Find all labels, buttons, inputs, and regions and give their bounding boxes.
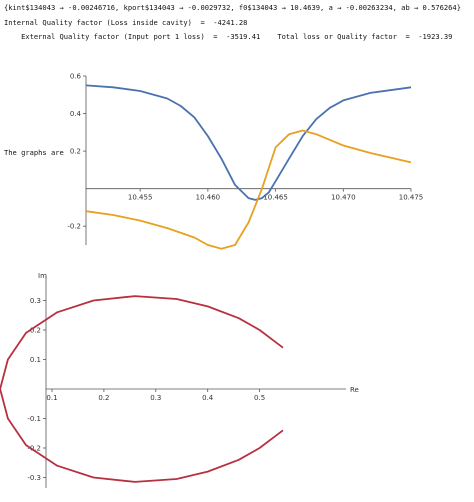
output-external-q-line: External Quality factor (Input port 1 lo…: [4, 32, 453, 41]
x-tick-label: 0.3: [150, 394, 161, 402]
x-tick-label: 0.1: [46, 394, 57, 402]
y-tick-label: -0.2: [67, 223, 81, 231]
reflection-parts-plot: 10.455 10.460 10.465 10.470 10.475 -0.2 0.2 0.4…: [67, 73, 424, 250]
imag-part-series: [85, 129, 412, 250]
y-tick-label: 0.3: [30, 297, 41, 305]
x-tick-label: 10.455: [128, 194, 153, 202]
x-tick-label: 0.2: [98, 394, 109, 402]
x-tick-label: 0.5: [254, 394, 265, 402]
y-axis-label: Im: [38, 272, 47, 280]
y-tick-label: -0.1: [27, 415, 41, 423]
output-internal-q-line: Internal Quality factor (Loss inside cav…: [4, 18, 248, 27]
graphs-label: The graphs are: [4, 148, 64, 157]
y-tick-label: -0.3: [27, 474, 41, 482]
x-axis-label: Re: [350, 386, 359, 394]
x-tick-label: 0.4: [202, 394, 214, 402]
y-tick-label: -0.2: [27, 445, 41, 453]
x-tick-label: 10.470: [331, 194, 356, 202]
y-tick-label: 0.2: [70, 148, 81, 156]
x-tick-label: 10.460: [196, 194, 221, 202]
y-tick-label: 0.1: [30, 356, 41, 364]
x-tick-label: 10.475: [399, 194, 424, 202]
real-part-series: [85, 84, 412, 201]
y-tick-label: 0.6: [70, 73, 82, 81]
y-tick-label: 0.4: [70, 110, 82, 118]
x-tick-label: 10.465: [263, 194, 288, 202]
complex-trajectory-series: [0, 295, 284, 483]
output-rules-line: {kint$134043 → -0.00246716, kport$134043…: [4, 3, 461, 12]
y-tick-label: 0.2: [30, 327, 41, 335]
